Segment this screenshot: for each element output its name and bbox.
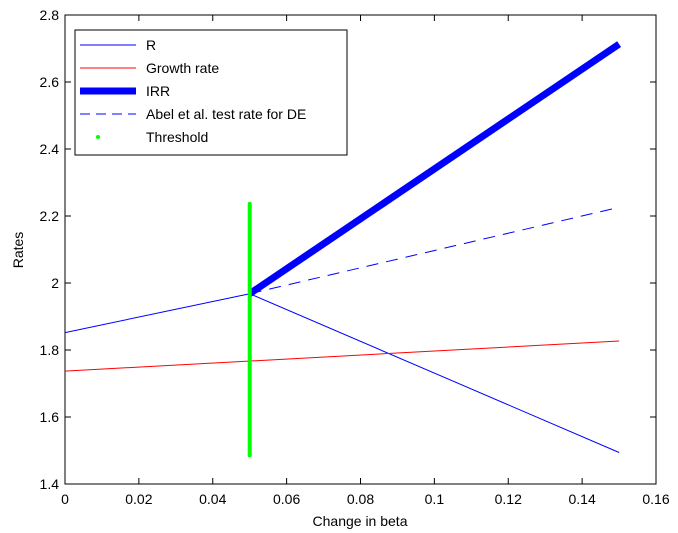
legend-swatch — [96, 135, 100, 139]
series-layer — [64, 41, 622, 458]
x-tick-label: 0.1 — [425, 491, 445, 507]
tick-layer: 0 0.02 0.04 0.06 0.08 0.1 0.12 0.14 0.16 1.4 1.6 1.… — [40, 7, 670, 507]
x-axis-label: Change in beta — [313, 513, 408, 529]
y-tick-label: 2.4 — [40, 141, 60, 157]
y-tick-label: 1.6 — [40, 409, 60, 425]
x-tick-label: 0.12 — [495, 491, 522, 507]
legend-label: R — [146, 37, 156, 53]
legend: R Growth rate IRR Abel et al. test rate for… — [74, 29, 348, 156]
x-tick-label: 0 — [61, 491, 69, 507]
y-tick-label: 2.6 — [40, 74, 60, 90]
y-tick-label: 2 — [51, 275, 59, 291]
legend-label: Abel et al. test rate for DE — [146, 106, 306, 122]
series-line-abel-et-al-test-rate-for-de — [249, 206, 620, 295]
y-tick-label: 1.4 — [40, 476, 60, 492]
legend-label: IRR — [146, 83, 170, 99]
x-tick-label: 0.04 — [199, 491, 226, 507]
y-tick-label: 2.2 — [40, 208, 60, 224]
x-tick-label: 0.08 — [347, 491, 374, 507]
y-tick-label: 2.8 — [40, 7, 60, 23]
x-tick-label: 0.06 — [273, 491, 300, 507]
x-tick-label: 0.14 — [569, 491, 596, 507]
y-tick-label: 1.8 — [40, 342, 60, 358]
y-axis-label: Rates — [10, 232, 26, 269]
legend-label: Threshold — [146, 129, 208, 145]
x-tick-label: 0.16 — [642, 491, 669, 507]
series-line-growth-rate — [64, 340, 620, 372]
x-tick-label: 0.02 — [125, 491, 152, 507]
series-line-irr — [247, 41, 622, 297]
legend-label: Growth rate — [146, 60, 219, 76]
